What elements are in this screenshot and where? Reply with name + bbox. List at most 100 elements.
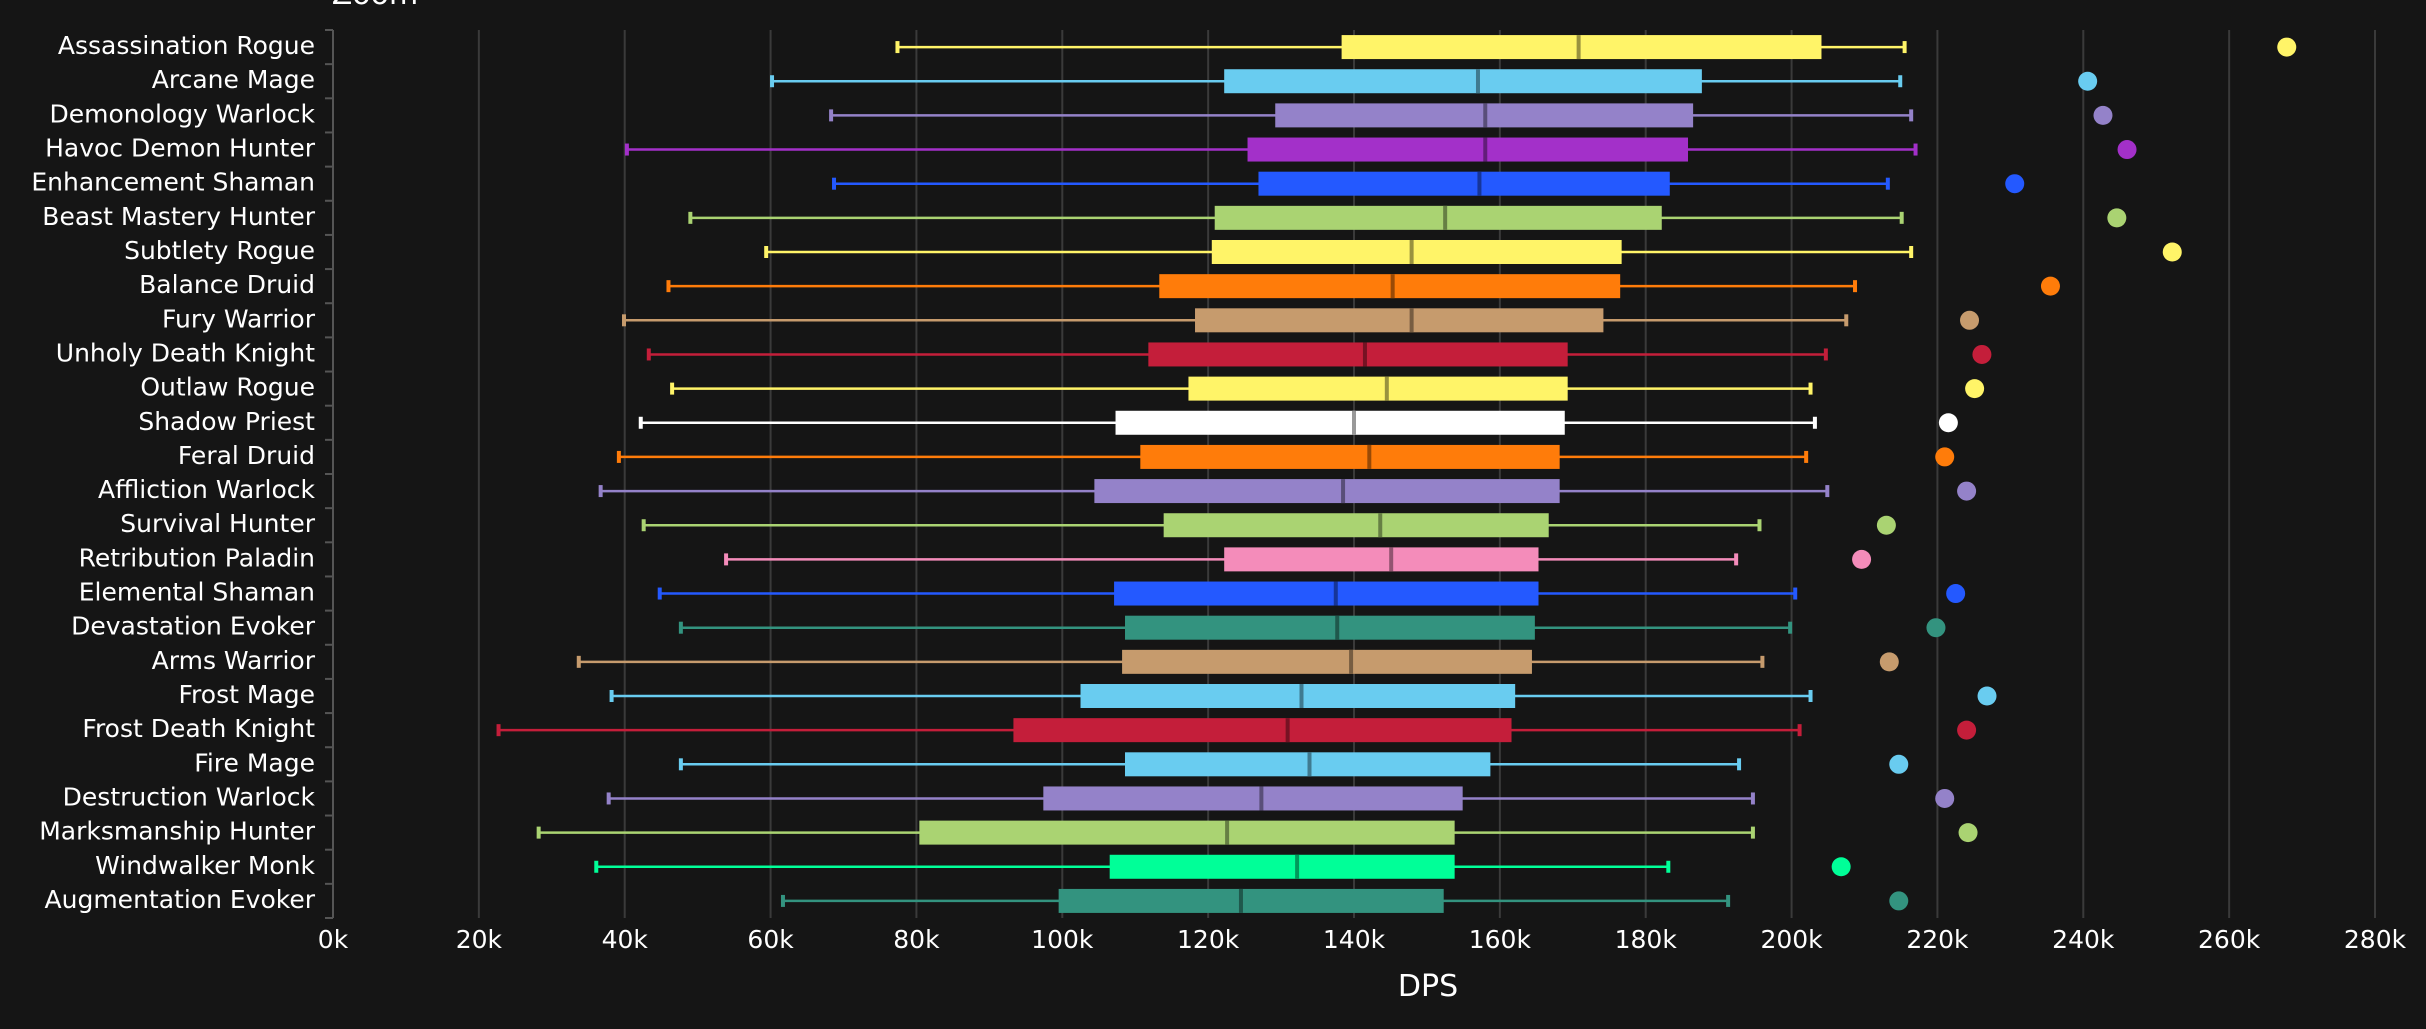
box-enhancement-shaman xyxy=(832,171,2025,196)
boxes xyxy=(496,35,2297,913)
x-axis: 0k 20k 40k 60k 80k 100k 120k 140k 160k 180k 200k 22… xyxy=(318,925,2407,954)
box-havoc-demon-hunter xyxy=(624,137,2137,162)
box-demonology-warlock xyxy=(829,103,2113,128)
gridlines xyxy=(477,30,2376,918)
category-label: Frost Death Knight xyxy=(82,714,315,743)
x-tick-label: 140k xyxy=(1323,925,1386,954)
box-augmentation-evoker xyxy=(780,888,1909,913)
x-axis-label: DPS xyxy=(1398,969,1458,1004)
y-axis: Assassination Rogue Arcane Mage Demonology… xyxy=(31,29,334,919)
outlier-point xyxy=(1935,788,1955,808)
x-tick-label: 60k xyxy=(747,925,794,954)
iqr-box xyxy=(1122,649,1532,674)
category-label: Frost Mage xyxy=(179,680,316,709)
outlier-point xyxy=(1938,413,1958,433)
iqr-box xyxy=(1115,410,1565,435)
box-beast-mastery-hunter xyxy=(688,205,2127,230)
box-unholy-death-knight xyxy=(646,342,1992,367)
outlier-point xyxy=(2277,37,2297,57)
iqr-box xyxy=(919,820,1455,845)
category-label: Outlaw Rogue xyxy=(140,373,315,402)
iqr-box xyxy=(1058,888,1444,913)
category-label: Fury Warrior xyxy=(162,304,316,333)
category-label: Shadow Priest xyxy=(138,407,315,436)
x-tick-label: 240k xyxy=(2052,925,2115,954)
category-label: Subtlety Rogue xyxy=(124,236,315,265)
box-windwalker-monk xyxy=(594,854,1851,879)
category-label: Enhancement Shaman xyxy=(31,168,315,197)
iqr-box xyxy=(1211,240,1622,264)
outlier-point xyxy=(2093,105,2113,125)
category-label: Feral Druid xyxy=(178,441,315,470)
category-label: Arcane Mage xyxy=(152,65,315,94)
outlier-point xyxy=(1957,481,1977,501)
outlier-point xyxy=(2040,276,2060,296)
category-label: Windwalker Monk xyxy=(95,851,315,880)
iqr-box xyxy=(1195,308,1604,333)
x-tick-label: 220k xyxy=(1906,925,1969,954)
x-tick-label: 80k xyxy=(893,925,940,954)
iqr-box xyxy=(1148,342,1568,367)
outlier-point xyxy=(1972,344,1992,364)
x-tick-label: 0k xyxy=(318,925,349,954)
box-elemental-shaman xyxy=(657,581,1966,606)
iqr-box xyxy=(1341,35,1822,60)
category-label: Augmentation Evoker xyxy=(45,885,316,914)
category-label: Balance Druid xyxy=(139,270,315,299)
category-label: Unholy Death Knight xyxy=(56,338,315,367)
iqr-box xyxy=(1109,854,1455,879)
box-devastation-evoker xyxy=(678,615,1946,640)
outlier-point xyxy=(2005,174,2025,194)
outlier-point xyxy=(1879,652,1899,672)
outlier-point xyxy=(2107,208,2127,228)
iqr-box xyxy=(1080,684,1516,708)
outlier-point xyxy=(1958,823,1978,843)
x-tick-label: 280k xyxy=(2344,925,2407,954)
category-label: Fire Mage xyxy=(194,748,315,777)
category-label: Affliction Warlock xyxy=(98,475,316,504)
box-retribution-paladin xyxy=(724,547,1872,572)
x-tick-label: 40k xyxy=(602,925,649,954)
iqr-box xyxy=(1094,479,1560,504)
iqr-box xyxy=(1013,718,1512,743)
x-tick-label: 120k xyxy=(1177,925,1240,954)
box-outlaw-rogue xyxy=(670,376,1985,401)
x-tick-label: 200k xyxy=(1760,925,1823,954)
iqr-box xyxy=(1258,171,1670,196)
x-tick-label: 260k xyxy=(2198,925,2261,954)
category-label: Havoc Demon Hunter xyxy=(45,134,316,163)
x-tick-label: 160k xyxy=(1469,925,1532,954)
outlier-point xyxy=(2162,242,2182,262)
outlier-point xyxy=(2117,140,2137,160)
iqr-box xyxy=(1125,615,1535,640)
iqr-box xyxy=(1247,137,1689,162)
iqr-box xyxy=(1140,444,1560,469)
x-tick-label: 20k xyxy=(456,925,503,954)
outlier-point xyxy=(1831,857,1851,877)
outlier-point xyxy=(1935,447,1955,467)
outlier-point xyxy=(1926,618,1946,638)
outlier-point xyxy=(1977,686,1997,706)
iqr-box xyxy=(1159,274,1621,299)
box-frost-mage xyxy=(609,684,1997,708)
iqr-box xyxy=(1224,547,1539,572)
outlier-point xyxy=(1965,379,1985,399)
outlier-point xyxy=(1957,720,1977,740)
category-label: Devastation Evoker xyxy=(71,612,316,641)
box-fury-warrior xyxy=(621,308,1980,333)
box-frost-death-knight xyxy=(496,718,1977,743)
category-label: Elemental Shaman xyxy=(79,578,315,607)
iqr-box xyxy=(1114,581,1539,606)
outlier-point xyxy=(1876,515,1896,535)
category-label: Marksmanship Hunter xyxy=(39,817,315,846)
box-feral-druid xyxy=(616,444,1955,469)
box-survival-hunter xyxy=(641,513,1896,538)
outlier-point xyxy=(1889,891,1909,911)
iqr-box xyxy=(1214,205,1662,230)
box-destruction-warlock xyxy=(606,786,1955,811)
outlier-point xyxy=(1960,310,1980,330)
box-arms-warrior xyxy=(576,649,1899,674)
category-label: Demonology Warlock xyxy=(50,99,316,128)
box-fire-mage xyxy=(678,752,1909,777)
